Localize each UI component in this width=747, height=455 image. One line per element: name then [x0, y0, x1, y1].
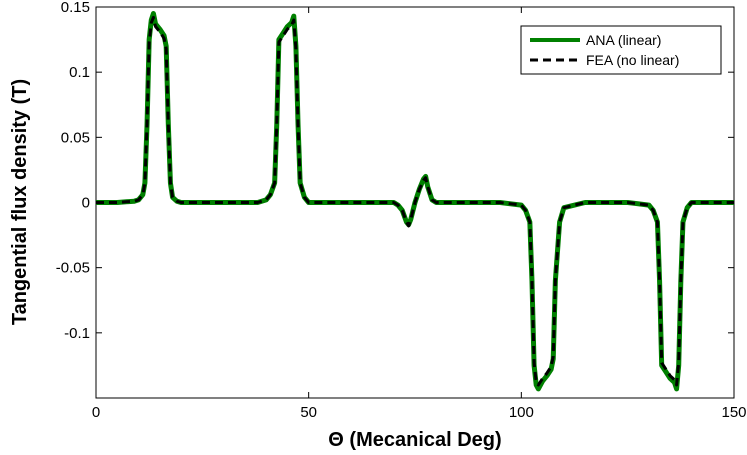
y-axis-label: Tangential flux density (T)	[9, 79, 31, 325]
series-line-fea	[96, 15, 734, 387]
legend-label-fea: FEA (no linear)	[586, 52, 679, 68]
x-tick-label: 50	[300, 404, 317, 421]
y-tick-label: 0.15	[61, 0, 90, 16]
legend: ANA (linear) FEA (no linear)	[520, 25, 722, 75]
legend-box	[520, 25, 722, 75]
x-tick-label: 0	[92, 404, 100, 421]
y-tick-label: 0.1	[69, 64, 90, 81]
y-tick-label: 0	[82, 195, 90, 212]
series-layer	[96, 11, 734, 392]
y-tick-label: -0.1	[64, 325, 90, 342]
x-tick-label: 150	[721, 404, 746, 421]
x-axis-label: Θ (Mecanical Deg)	[328, 429, 501, 451]
legend-label-ana: ANA (linear)	[586, 32, 661, 48]
axis-ticks: 0 50 100 150 0.15 0.1 0.05 0 -0.05 -0.1	[56, 0, 747, 421]
y-tick-label: -0.05	[56, 260, 90, 277]
y-tick-label: 0.05	[61, 129, 90, 146]
x-tick-label: 100	[509, 404, 534, 421]
